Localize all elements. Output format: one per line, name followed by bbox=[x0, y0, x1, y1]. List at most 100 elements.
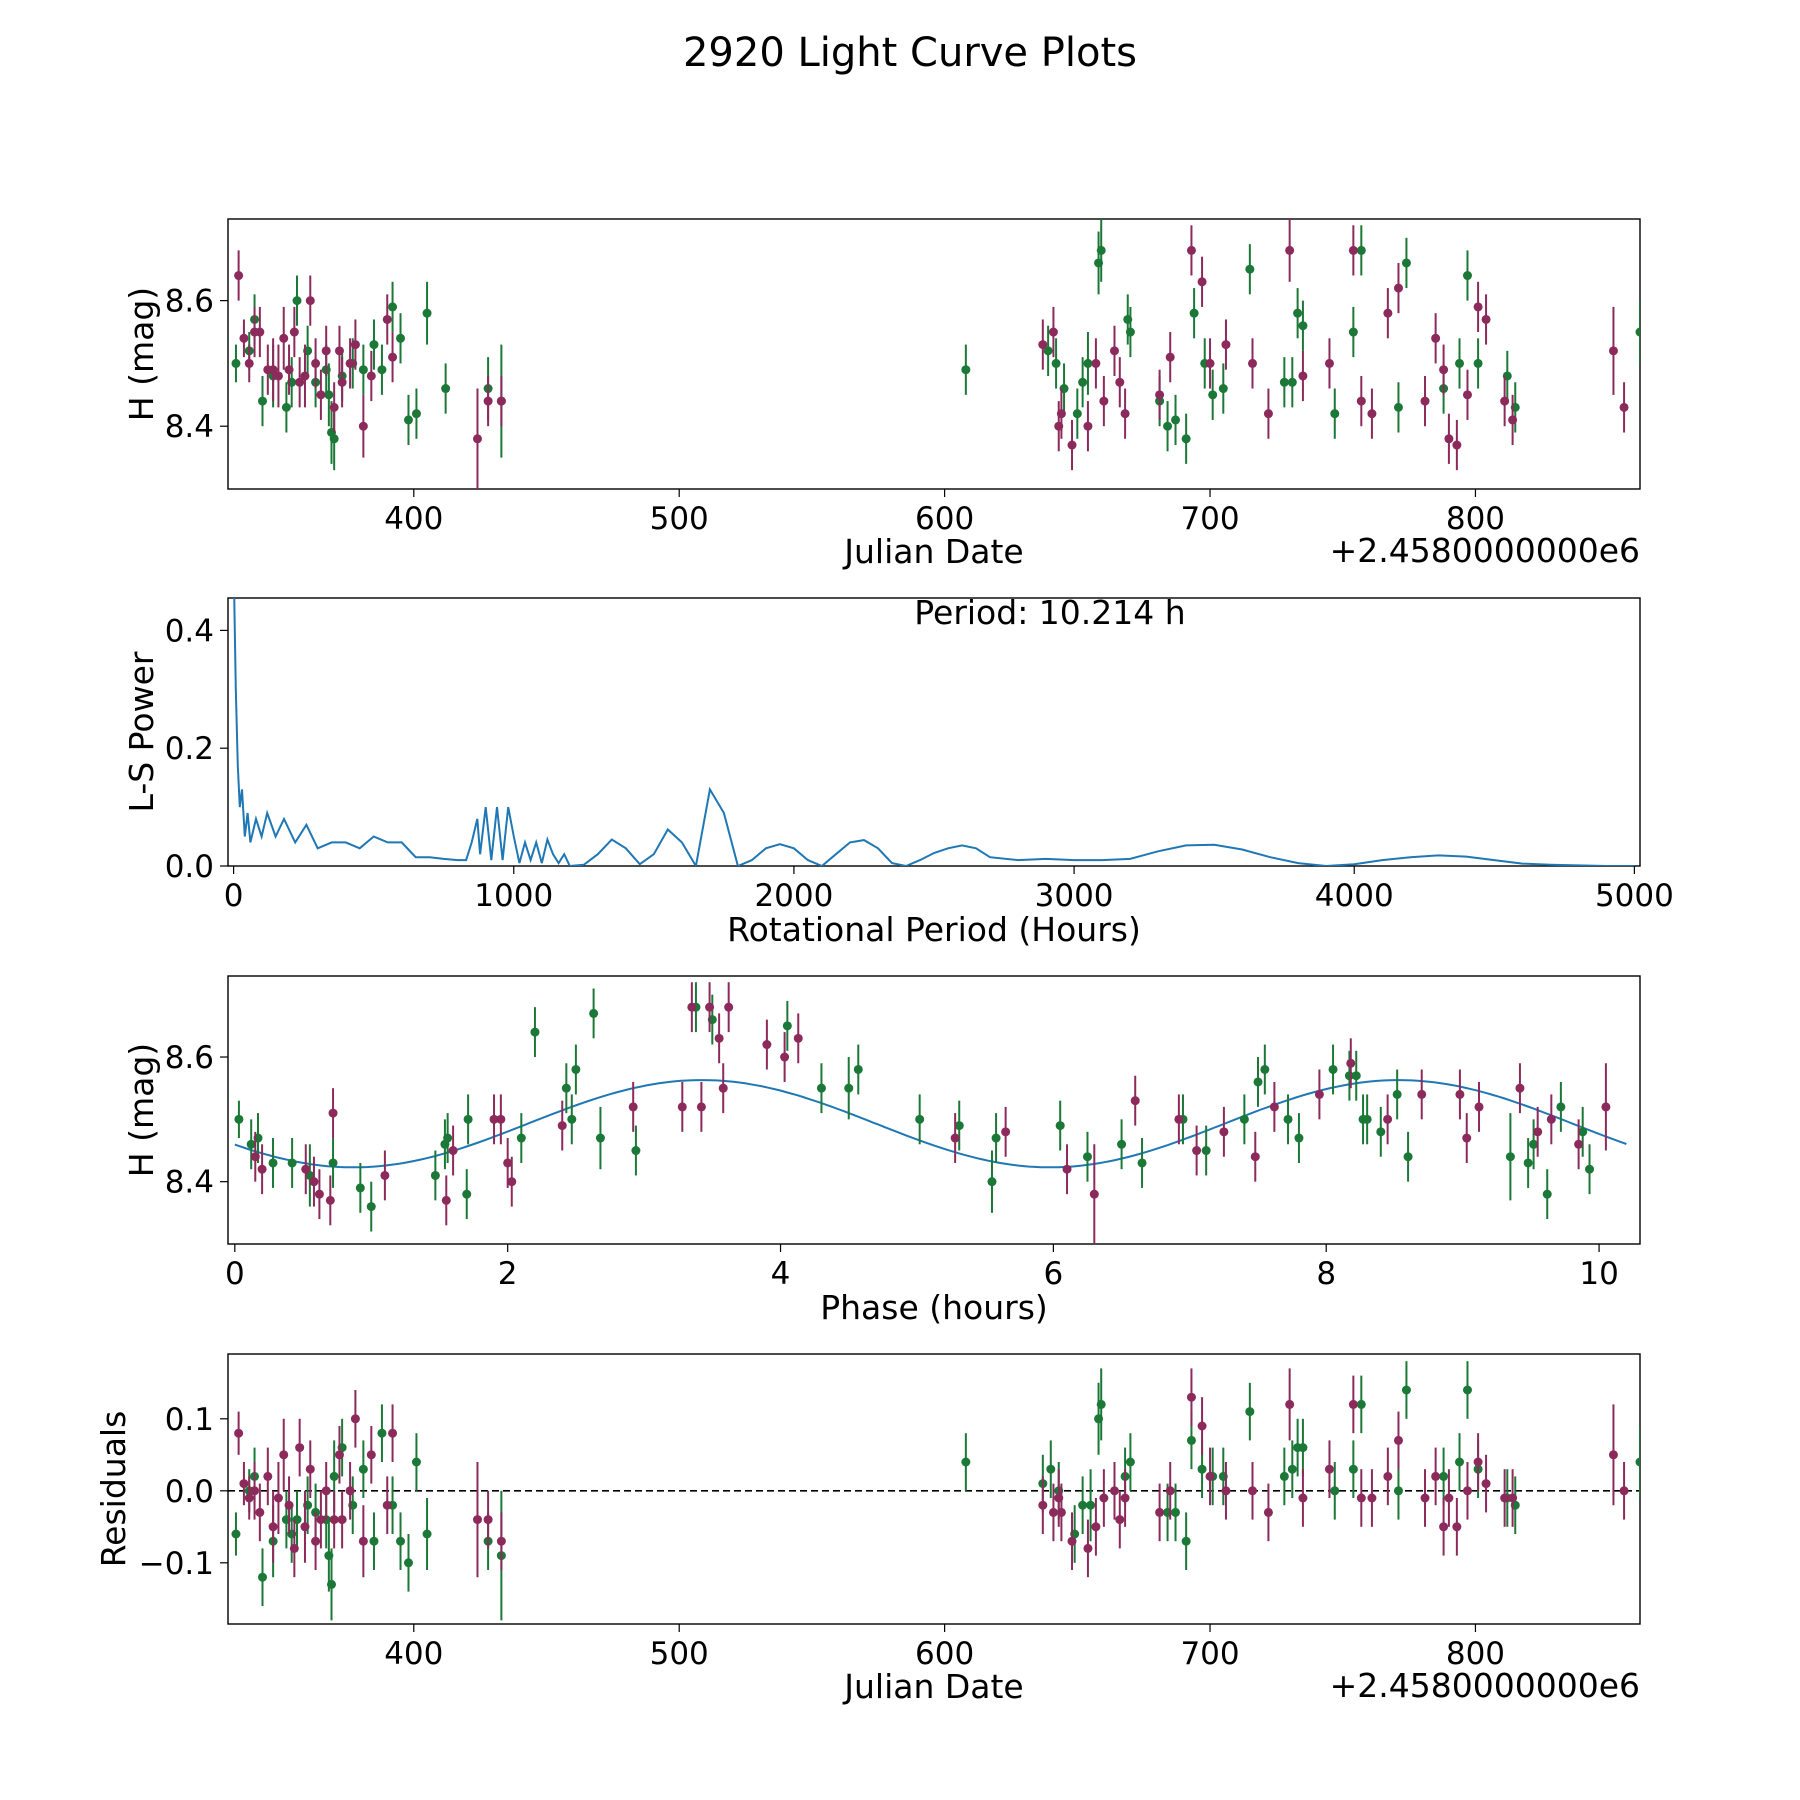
data-point-purple bbox=[1444, 1493, 1454, 1503]
data-point-green bbox=[1096, 245, 1106, 255]
data-point-purple bbox=[1186, 1392, 1196, 1402]
data-point-green bbox=[1635, 1457, 1640, 1467]
data-point-purple bbox=[289, 327, 299, 337]
data-point-green bbox=[388, 302, 398, 312]
data-point-purple bbox=[268, 1522, 278, 1532]
data-point-purple bbox=[321, 1486, 331, 1496]
data-point-green bbox=[369, 340, 379, 350]
panel-2-axes: 0 1000 2000 3000 4000 5000 0.0 0.2 0.4 bbox=[165, 613, 1674, 914]
x-tick-label: 500 bbox=[650, 1636, 709, 1672]
data-point-green bbox=[1348, 1464, 1358, 1474]
data-point-purple bbox=[1383, 1471, 1393, 1481]
data-point-purple bbox=[1109, 346, 1119, 356]
data-point-purple bbox=[1130, 1096, 1140, 1106]
data-point-purple bbox=[1083, 1543, 1093, 1553]
data-point-green bbox=[287, 1158, 297, 1168]
data-point-purple bbox=[334, 1450, 344, 1460]
data-point-green bbox=[441, 384, 451, 394]
data-point-purple bbox=[628, 1102, 638, 1112]
data-point-green bbox=[1401, 1385, 1411, 1395]
data-point-green bbox=[1279, 1471, 1289, 1481]
data-point-purple bbox=[1348, 245, 1358, 255]
data-point-purple bbox=[337, 1515, 347, 1525]
data-point-green bbox=[1125, 1457, 1135, 1467]
y-tick-label: 0.0 bbox=[165, 1474, 214, 1510]
data-point-purple bbox=[1608, 346, 1618, 356]
x-tick-label: 700 bbox=[1180, 1636, 1239, 1672]
data-point-purple bbox=[244, 358, 254, 368]
data-point-purple bbox=[273, 371, 283, 381]
data-point-green bbox=[1046, 1464, 1056, 1474]
data-point-green bbox=[1171, 415, 1181, 425]
data-point-green bbox=[411, 1457, 421, 1467]
data-point-green bbox=[1328, 1064, 1338, 1074]
data-point-green bbox=[1181, 1536, 1191, 1546]
data-point-green bbox=[258, 1572, 268, 1582]
data-point-green bbox=[366, 1202, 376, 1212]
data-point-purple bbox=[1420, 1493, 1430, 1503]
data-point-purple bbox=[366, 371, 376, 381]
data-point-purple bbox=[1205, 358, 1215, 368]
panel-4-plot-area bbox=[228, 1361, 1640, 1621]
x-tick-label: 500 bbox=[650, 501, 709, 537]
data-point-purple bbox=[1473, 1457, 1483, 1467]
data-point-purple bbox=[1269, 1102, 1279, 1112]
data-point-purple bbox=[762, 1040, 772, 1050]
data-point-purple bbox=[472, 434, 482, 444]
x-tick-label: 600 bbox=[915, 501, 974, 537]
data-point-green bbox=[1505, 1152, 1515, 1162]
data-point-green bbox=[530, 1027, 540, 1037]
data-point-green bbox=[422, 308, 432, 318]
data-point-purple bbox=[1091, 1522, 1101, 1532]
data-point-green bbox=[1260, 1064, 1270, 1074]
panel-3-ylabel: H (mag) bbox=[122, 1043, 161, 1177]
data-point-purple bbox=[1533, 1127, 1543, 1137]
figure-title: 2920 Light Curve Plots bbox=[683, 30, 1137, 76]
data-point-purple bbox=[1619, 1486, 1629, 1496]
data-point-purple bbox=[1356, 396, 1366, 406]
data-point-purple bbox=[314, 1189, 324, 1199]
data-point-purple bbox=[295, 377, 305, 387]
panel-1-marks bbox=[231, 219, 1640, 489]
panel-3-marks bbox=[234, 982, 1627, 1244]
data-point-purple bbox=[483, 396, 493, 406]
data-point-green bbox=[411, 409, 421, 419]
data-point-purple bbox=[234, 1428, 244, 1438]
panel-4-frame bbox=[227, 1353, 1641, 1625]
data-point-purple bbox=[1383, 308, 1393, 318]
x-tick-label: 2 bbox=[498, 1256, 518, 1292]
data-point-purple bbox=[496, 1536, 506, 1546]
data-point-purple bbox=[388, 1428, 398, 1438]
data-point-green bbox=[329, 1471, 339, 1481]
data-point-green bbox=[355, 1183, 365, 1193]
data-point-purple bbox=[1250, 1152, 1260, 1162]
data-point-purple bbox=[1431, 333, 1441, 343]
data-point-purple bbox=[696, 1102, 706, 1112]
data-point-green bbox=[595, 1133, 605, 1143]
x-tick-label: 6 bbox=[1044, 1256, 1064, 1292]
data-point-purple bbox=[1298, 371, 1308, 381]
data-point-purple bbox=[239, 333, 249, 343]
data-point-purple bbox=[705, 1002, 715, 1012]
data-point-purple bbox=[305, 1464, 315, 1474]
data-point-green bbox=[1298, 1443, 1308, 1453]
data-point-green bbox=[1585, 1164, 1595, 1174]
data-point-purple bbox=[1186, 245, 1196, 255]
data-point-purple bbox=[300, 1522, 310, 1532]
data-point-green bbox=[1279, 377, 1289, 387]
data-point-purple bbox=[1089, 1189, 1099, 1199]
panel-3-frame bbox=[227, 975, 1641, 1245]
y-tick-label: 8.6 bbox=[165, 1040, 214, 1076]
data-point-purple bbox=[255, 327, 265, 337]
data-point-purple bbox=[1099, 1493, 1109, 1503]
y-tick-label: 8.6 bbox=[165, 284, 214, 320]
data-point-purple bbox=[1048, 327, 1058, 337]
data-point-green bbox=[403, 415, 413, 425]
data-point-green bbox=[631, 1146, 641, 1156]
data-point-green bbox=[1439, 1471, 1449, 1481]
data-point-green bbox=[1117, 1139, 1127, 1149]
data-point-purple bbox=[1298, 1493, 1308, 1503]
data-point-purple bbox=[1120, 1493, 1130, 1503]
x-tick-label: 400 bbox=[384, 501, 443, 537]
data-point-purple bbox=[239, 1479, 249, 1489]
